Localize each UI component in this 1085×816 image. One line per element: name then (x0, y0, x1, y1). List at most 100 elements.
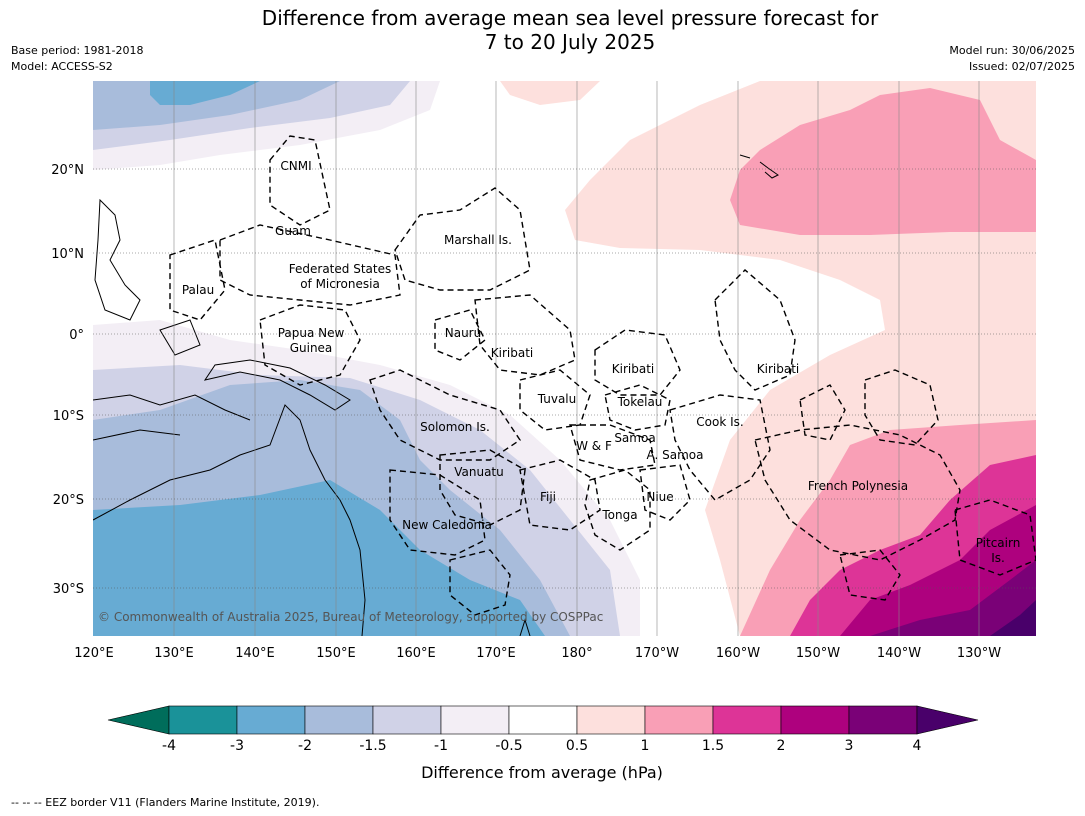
hawaii-coast (739, 154, 779, 179)
colorbar-tick-label: -2 (298, 738, 312, 754)
label-guam: Guam (275, 224, 311, 238)
contour-neg3-north (150, 81, 260, 105)
label-png-1: Papua New (278, 326, 345, 340)
contour-pos4 (990, 600, 1036, 636)
eez-vanuatu (439, 449, 526, 526)
label-solomon: Solomon Is. (420, 420, 490, 434)
lon-label: 120°E (74, 646, 114, 661)
colorbar-bin (712, 705, 782, 735)
label-fiji: Fiji (540, 490, 556, 504)
label-nauru: Nauru (445, 326, 481, 340)
lat-label: 0° (69, 328, 84, 343)
eez-samoa (569, 424, 656, 471)
label-cnmi: CNMI (280, 159, 311, 173)
label-fsm-1: Federated States (289, 262, 391, 276)
label-marshall: Marshall Is. (444, 233, 512, 247)
colorbar-bin (848, 705, 918, 735)
lon-label: 170°W (635, 646, 679, 661)
longitude-axis: 120°E 130°E 140°E 150°E 160°E 170°E 180°… (74, 646, 1001, 661)
colorbar-tick-label: 1 (641, 738, 650, 754)
latitude-axis: 20°N 10°N 0° 10°S 20°S 30°S (51, 163, 84, 597)
label-png-2: Guinea (290, 341, 333, 355)
colorbar-bin (644, 705, 714, 735)
eez-austral (839, 549, 901, 601)
label-french-polynesia: French Polynesia (808, 479, 908, 493)
colorbar-tick-label: 0.5 (566, 738, 588, 754)
indonesia-coast (93, 319, 251, 441)
eez-kiribati-w (474, 294, 576, 376)
colorbar-bin (440, 705, 510, 735)
contour-neg3-south (93, 480, 545, 636)
contour-pos0-5-top (500, 81, 600, 105)
colorbar-bin (236, 705, 306, 735)
label-wf: W & F (576, 439, 612, 453)
lon-label: 150°W (796, 646, 840, 661)
colorbar-title: Difference from average (hPa) (421, 763, 663, 782)
label-kiribati-w: Kiribati (491, 346, 533, 360)
lon-label: 140°E (235, 646, 275, 661)
colorbar-bin (304, 705, 374, 735)
eez-marquesas (864, 369, 939, 446)
label-kiribati-c: Kiribati (612, 362, 654, 376)
colorbar: -4 -3 -2 -1.5 -1 -0.5 0.5 1 1.5 2 3 4 (107, 705, 979, 754)
eez-solomon (369, 369, 521, 461)
copyright-notice: © Commonwealth of Australia 2025, Bureau… (98, 610, 603, 624)
nz-coast (519, 618, 531, 636)
label-vanuatu: Vanuatu (454, 465, 504, 479)
lat-label: 20°N (51, 163, 84, 178)
coastlines (93, 154, 779, 636)
lon-label: 150°E (316, 646, 356, 661)
eez-tonga (584, 469, 651, 551)
colorbar-tick-label: 3 (845, 738, 854, 754)
colorbar-bin (576, 705, 646, 735)
eez-png (259, 304, 361, 386)
lat-label: 20°S (53, 493, 84, 508)
colorbar-tick-label: -1 (434, 738, 448, 754)
eez-kiribati-c (594, 329, 681, 396)
label-pitcairn-2: Is. (991, 551, 1005, 565)
colorbar-tick-label: -3 (230, 738, 244, 754)
label-pitcairn-1: Pitcairn (976, 536, 1021, 550)
lat-label: 30°S (53, 582, 84, 597)
label-palau: Palau (182, 283, 214, 297)
model-name: Model: ACCESS-S2 (11, 60, 113, 73)
colorbar-tick-label: -1.5 (359, 738, 386, 754)
label-tuvalu: Tuvalu (537, 392, 577, 406)
label-niue: Niue (646, 490, 673, 504)
colorbar-bin (780, 705, 850, 735)
issued-date: Issued: 02/07/2025 (968, 60, 1075, 73)
png-coast (203, 359, 351, 411)
base-period: Base period: 1981-2018 (11, 44, 144, 57)
lon-label: 130°E (154, 646, 194, 661)
contour-pos1 (730, 81, 1036, 235)
map-figure: CNMI Guam Marshall Is. Federated States … (51, 81, 1036, 782)
philippines-coast (94, 198, 141, 321)
colorbar-tick-label: -0.5 (495, 738, 522, 754)
colorbar-bin (508, 705, 578, 735)
place-labels: CNMI Guam Marshall Is. Federated States … (182, 159, 1020, 565)
title-line-1: Difference from average mean sea level p… (261, 6, 879, 30)
colorbar-bin (372, 705, 442, 735)
pressure-anomaly-field (93, 81, 1036, 636)
metadata-right: Model run: 30/06/2025 Issued: 02/07/2025 (949, 43, 1075, 75)
eez-cook (669, 394, 771, 501)
map-title: Difference from average mean sea level p… (0, 6, 1085, 54)
label-tokelau: Tokelau (617, 395, 663, 409)
lat-label: 10°N (51, 247, 84, 262)
lon-label: 160°W (716, 646, 760, 661)
latitude-gridlines (93, 168, 1036, 589)
label-kiribati-e: Kiribati (757, 362, 799, 376)
australia-coast (93, 404, 366, 636)
eez-french-polynesia (754, 424, 961, 561)
lon-label: 140°W (877, 646, 921, 661)
lon-label: 160°E (396, 646, 436, 661)
label-tonga: Tonga (601, 508, 637, 522)
lon-label: 170°E (476, 646, 516, 661)
longitude-gridlines (173, 81, 980, 636)
eez-marshall (394, 187, 531, 291)
eez-newcal (389, 469, 486, 556)
colorbar-over-arrow (916, 705, 979, 735)
label-samoa: Samoa (614, 431, 655, 445)
colorbar-under-arrow (107, 705, 170, 735)
eez-tokelau (604, 384, 671, 431)
